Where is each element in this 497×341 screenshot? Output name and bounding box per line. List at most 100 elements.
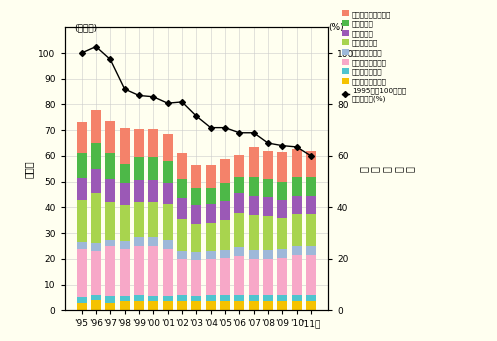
Bar [91,295,101,300]
Bar [120,296,130,301]
Bar [105,202,115,239]
Bar [134,129,144,157]
Bar [77,302,86,310]
Legend: 漂白剤・かびとり剤, 住居用洗剤, 台所用洗剤, 柔軟仕上げ剤, 洗濑用液体洗剤, シャンプーリンス, 手洗い用洗浄剤, ボディー用洗浄剤, 1995年を100: 漂白剤・かびとり剤, 住居用洗剤, 台所用洗剤, 柔軟仕上げ剤, 洗濑用液体洗剤… [341,11,406,102]
Bar [263,250,273,259]
Bar [306,301,316,310]
Bar [191,205,201,224]
Bar [77,249,86,297]
Bar [234,212,245,247]
Bar [177,259,187,295]
Bar [306,246,316,255]
Bar [134,180,144,202]
Bar [220,257,230,295]
Bar [263,197,273,217]
Bar [163,249,172,296]
Bar [177,301,187,310]
Bar [234,247,245,256]
Bar [206,295,216,301]
Bar [148,157,159,180]
Bar [220,301,230,310]
Bar [91,251,101,295]
Bar [263,301,273,310]
Bar [163,204,172,239]
Bar [277,200,287,218]
Bar [206,204,216,223]
Bar [120,164,130,183]
Bar [220,183,230,201]
Bar [292,301,302,310]
Bar [220,159,230,183]
Bar [148,301,159,310]
Bar [263,151,273,179]
Bar [292,246,302,255]
Text: (%): (%) [328,24,344,32]
Bar [277,301,287,310]
Bar [277,182,287,200]
Bar [105,239,115,246]
Bar [91,109,101,143]
Bar [292,177,302,196]
Bar [105,302,115,310]
Bar [134,301,144,310]
Bar [191,224,201,252]
Bar [306,177,316,196]
Bar [306,214,316,246]
Bar [105,296,115,302]
Bar [91,169,101,193]
Bar [191,165,201,188]
Bar [306,295,316,301]
Bar [134,157,144,180]
Bar [191,252,201,260]
Bar [248,215,259,250]
Bar [206,259,216,295]
Bar [263,217,273,250]
Bar [148,202,159,237]
Bar [220,220,230,250]
Bar [248,147,259,177]
Bar [206,223,216,251]
Bar [263,179,273,197]
Bar [120,128,130,164]
Bar [234,155,245,177]
Bar [248,259,259,295]
Bar [177,179,187,198]
Bar [148,296,159,301]
Bar [148,129,159,157]
Bar [77,122,86,153]
Bar [177,295,187,301]
Y-axis label: 使用量: 使用量 [24,160,34,178]
Bar [292,149,302,177]
Bar [120,205,130,241]
Bar [206,251,216,259]
Bar [191,188,201,205]
Bar [263,259,273,295]
Bar [277,257,287,295]
Bar [148,246,159,296]
Bar [120,301,130,310]
Bar [134,202,144,237]
Bar [306,151,316,177]
Bar [277,295,287,301]
Bar [263,295,273,301]
Bar [248,177,259,196]
Bar [148,237,159,246]
Bar [134,295,144,301]
Bar [292,214,302,246]
Bar [220,295,230,301]
Bar [177,198,187,219]
Bar [163,240,172,249]
Bar [191,260,201,296]
Bar [177,219,187,251]
Bar [306,196,316,214]
Bar [163,183,172,204]
Bar [234,295,245,301]
Bar [234,256,245,295]
Bar [120,249,130,296]
Bar [134,237,144,246]
Bar [292,255,302,295]
Bar [77,297,86,302]
Bar [105,179,115,202]
Y-axis label: 原
単
位
指
数: 原 単 位 指 数 [358,166,415,172]
Bar [292,196,302,214]
